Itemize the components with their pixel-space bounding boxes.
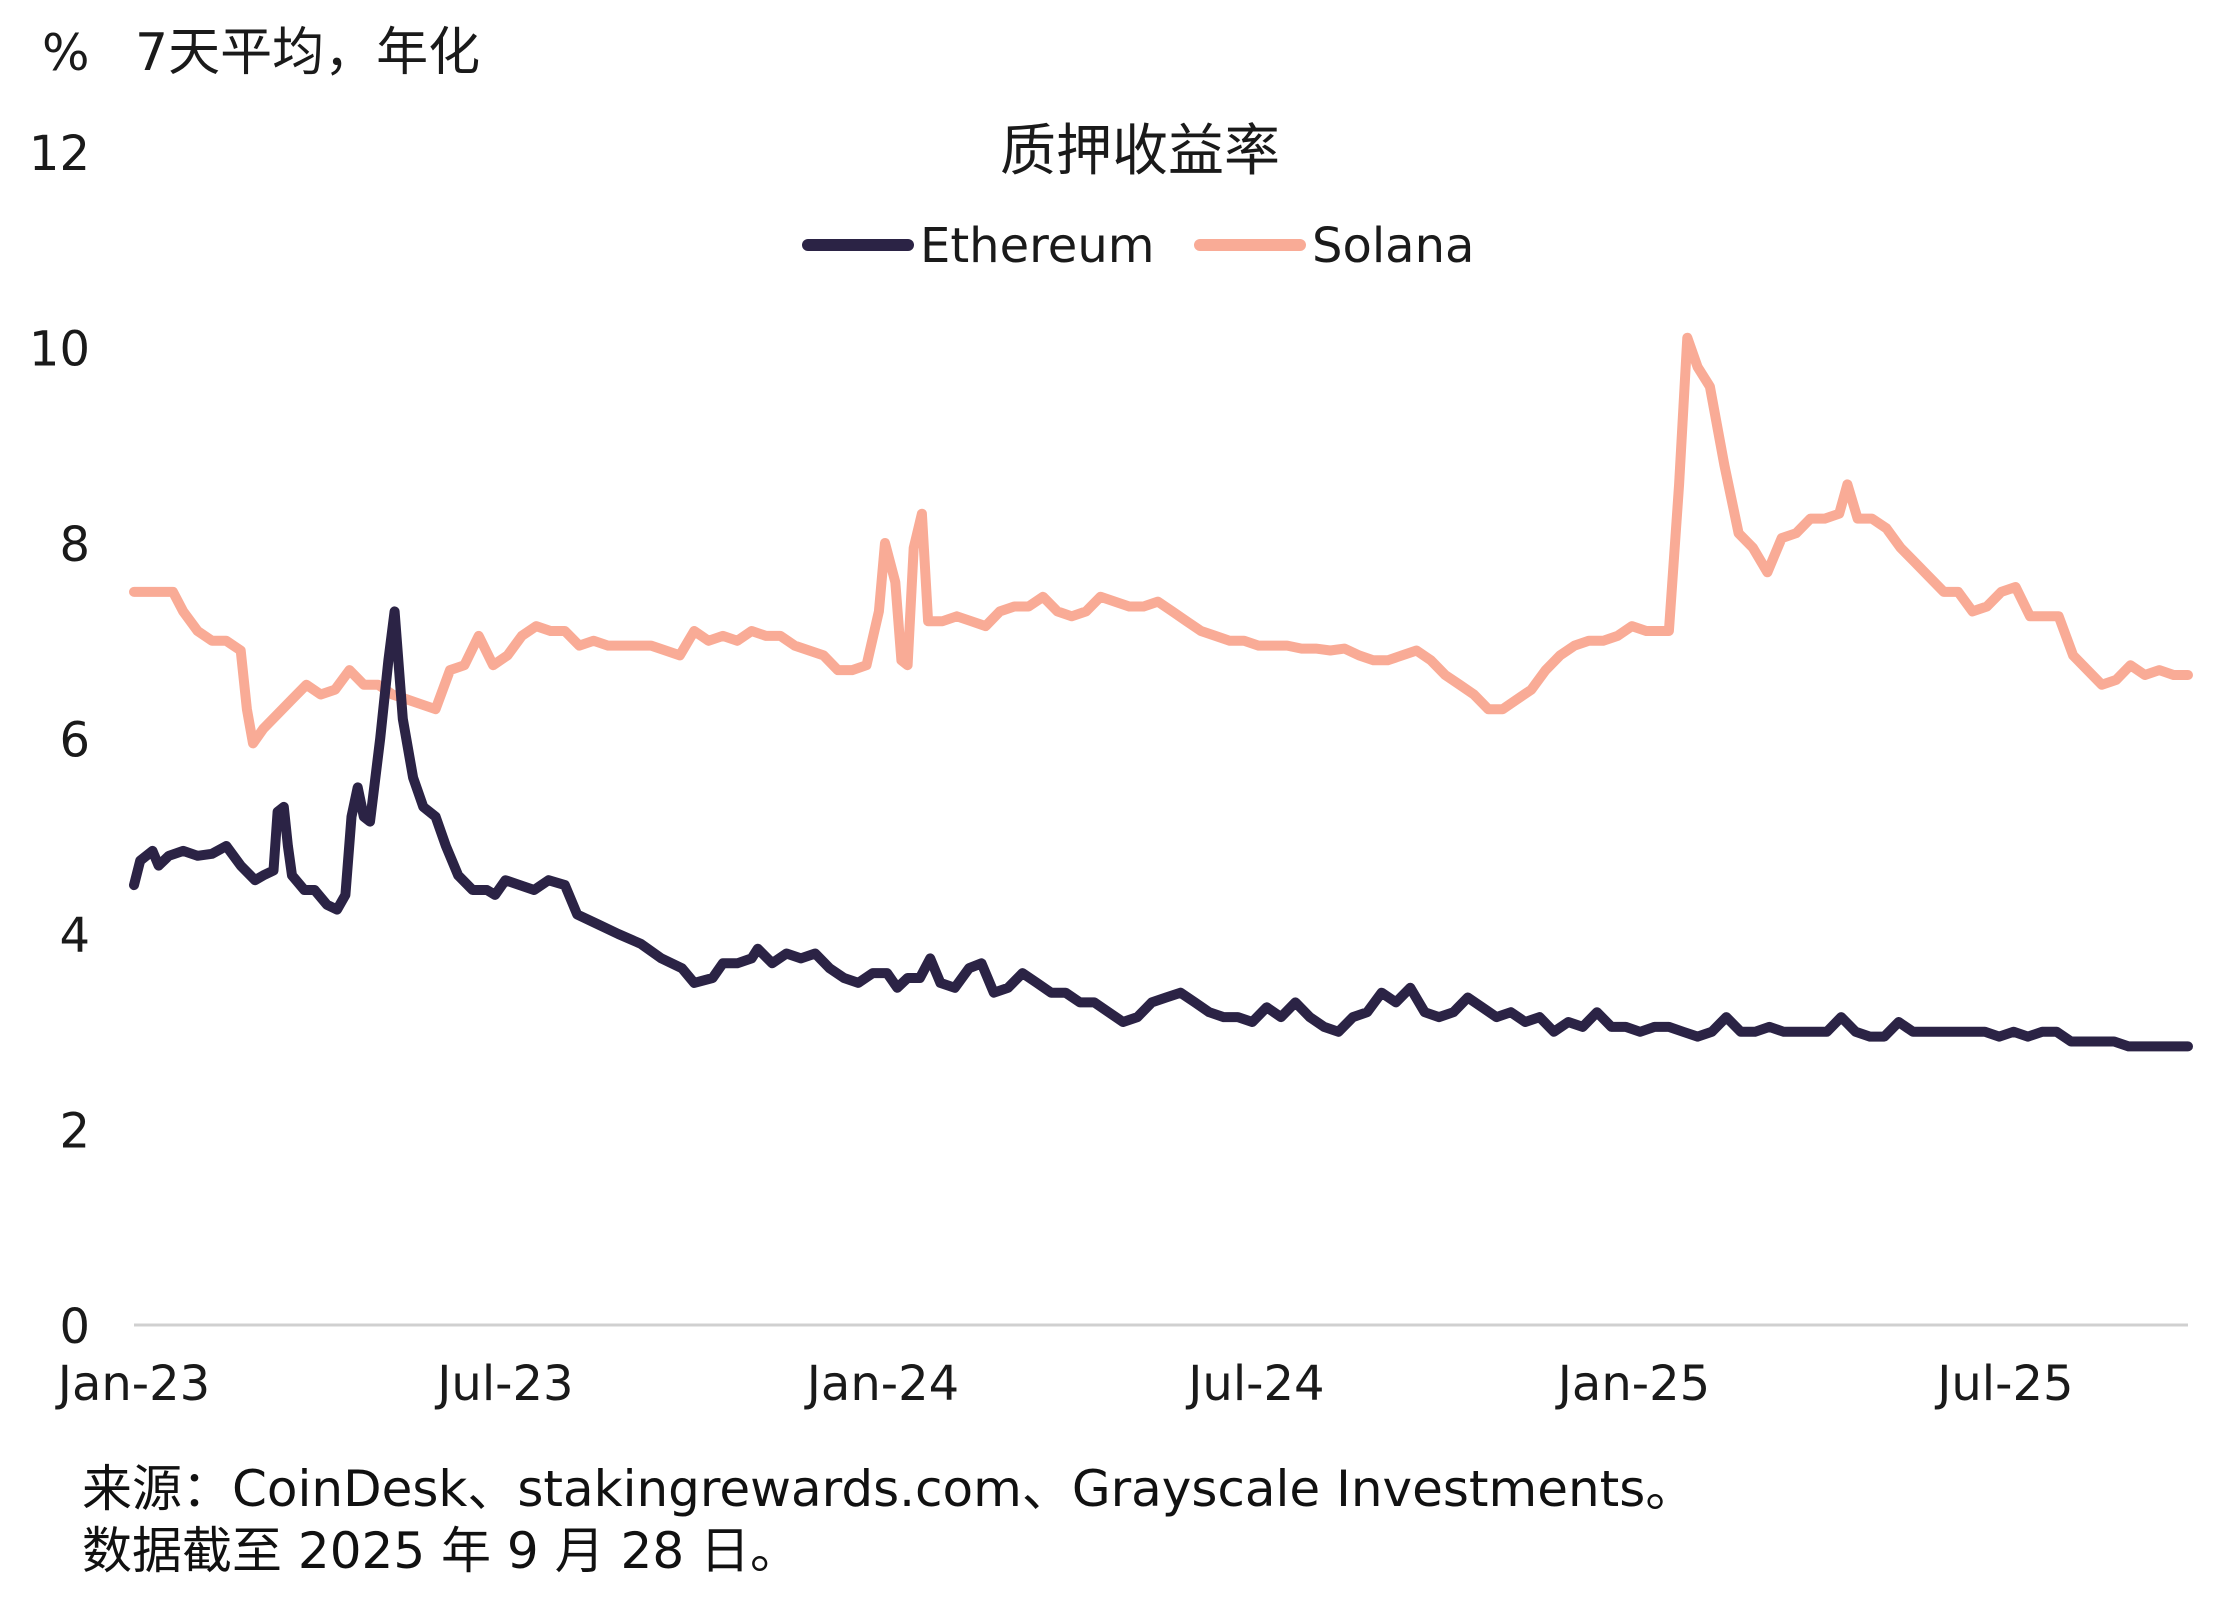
x-tick-label: Jan-24 — [804, 1356, 959, 1412]
y-tick-label: 4 — [59, 908, 90, 964]
y-tick-label: 8 — [59, 517, 90, 573]
x-tick-label: Jan-23 — [55, 1356, 210, 1412]
source-note: 来源：CoinDesk、stakingrewards.com、Grayscale… — [82, 1460, 1696, 1518]
chart-header: % 7天平均，年化 质押收益率 — [42, 23, 1280, 184]
y-axis-ticks: 0 2 4 6 8 10 12 — [29, 126, 90, 1355]
y-tick-label: 2 — [59, 1104, 90, 1160]
x-tick-label: Jul-25 — [1934, 1356, 2073, 1412]
series-line-solana — [129, 332, 2193, 749]
series-line-ethereum — [129, 606, 2193, 1052]
y-axis-unit-label: % — [42, 24, 90, 82]
chart-subtitle: 7天平均，年化 — [135, 23, 480, 83]
chart-legend: Ethereum Solana — [802, 218, 1474, 274]
x-tick-label: Jul-24 — [1185, 1356, 1324, 1412]
x-tick-label: Jul-23 — [434, 1356, 573, 1412]
chart-title: 质押收益率 — [1000, 119, 1280, 184]
y-tick-label: 12 — [29, 126, 90, 182]
x-axis-ticks: Jan-23 Jul-23 Jan-24 Jul-24 Jan-25 Jul-25 — [55, 1356, 2074, 1412]
y-tick-label: 6 — [59, 713, 90, 769]
y-tick-label: 0 — [59, 1299, 90, 1355]
y-tick-label: 10 — [29, 322, 90, 378]
data-date-note: 数据截至 2025 年 9 月 28 日。 — [82, 1522, 801, 1580]
series-lines — [129, 332, 2193, 1052]
x-tick-label: Jan-25 — [1555, 1356, 1710, 1412]
legend-label-ethereum: Ethereum — [920, 218, 1155, 274]
legend-label-solana: Solana — [1312, 218, 1474, 274]
